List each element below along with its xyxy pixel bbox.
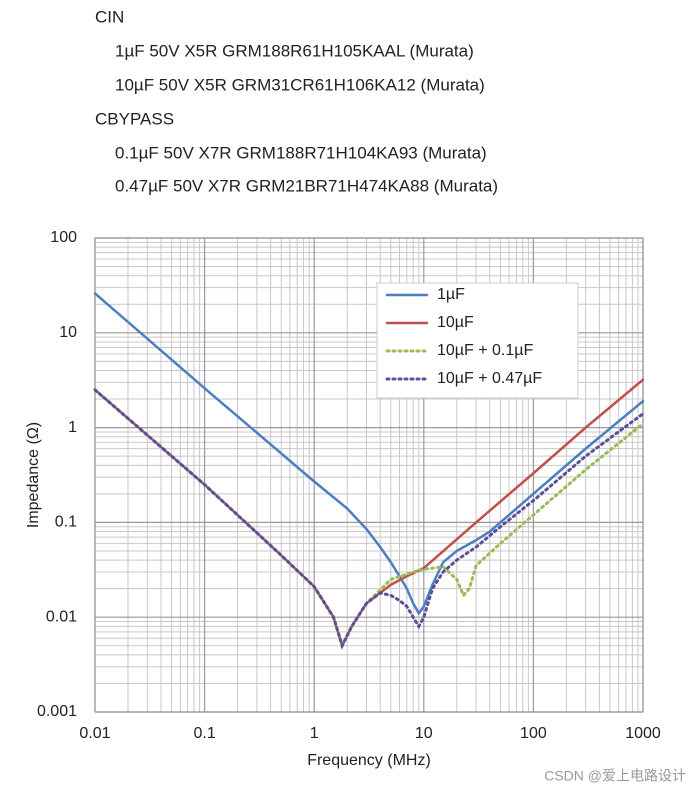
y-tick-label: 100 [50,229,77,246]
legend-label: 10µF + 0.1µF [437,342,533,359]
x-tick-label: 0.1 [193,725,215,742]
series-line [93,388,645,650]
y-axis-label: Impedance (Ω) [25,422,42,528]
y-tick-label: 0.1 [55,514,77,531]
plot-frame [94,237,644,713]
x-tick-label: 0.01 [79,725,110,742]
series-line [93,378,645,650]
x-tick-label: 1 [310,725,319,742]
y-tick-label: 0.001 [37,703,77,720]
watermark: CSDN @爱上电路设计 [544,768,686,784]
x-tick-label: 100 [520,725,547,742]
y-tick-label: 10 [59,324,77,341]
legend-label: 1µF [437,286,465,303]
series-line [93,388,645,650]
y-tick-label: 0.01 [46,608,77,625]
cin-item: 10µF 50V X5R GRM31CR61H106KA12 (Murata) [115,75,485,94]
legend-label: 10µF [437,314,474,331]
cin-title: CIN [95,7,124,26]
cin-item: 1µF 50V X5R GRM188R61H105KAAL (Murata) [115,41,474,60]
x-tick-label: 1000 [625,725,661,742]
series-line [93,292,645,616]
y-tick-label: 1 [68,419,77,436]
legend-label: 10µF + 0.47µF [437,370,542,387]
x-axis-label: Frequency (MHz) [307,752,431,769]
cbypass-item: 0.1µF 50V X7R GRM188R71H104KA93 (Murata) [115,143,487,162]
x-tick-label: 10 [415,725,433,742]
cbypass-title: CBYPASS [95,109,174,128]
cbypass-item: 0.47µF 50V X7R GRM21BR71H474KA88 (Murata… [115,176,498,195]
